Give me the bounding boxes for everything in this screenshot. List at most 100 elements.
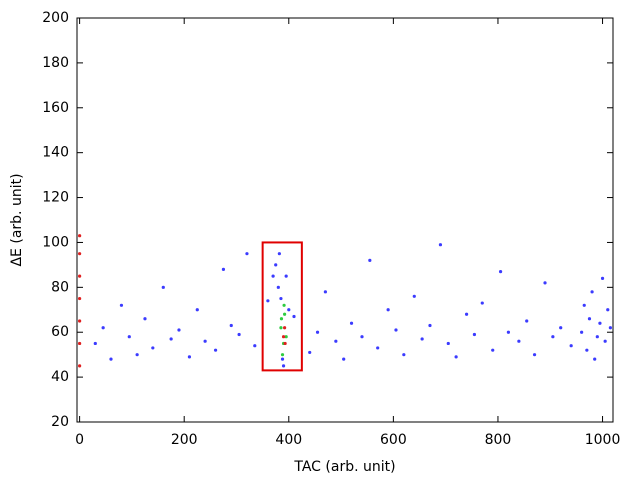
data-point: [177, 328, 181, 332]
x-axis-label: TAC (arb. unit): [293, 459, 395, 475]
data-point: [143, 317, 147, 321]
data-point: [580, 330, 584, 334]
data-point: [386, 308, 390, 312]
data-point: [78, 234, 82, 238]
data-point: [598, 321, 602, 325]
data-point: [292, 314, 296, 319]
data-point: [109, 357, 113, 361]
data-point: [506, 330, 511, 334]
data-point: [323, 290, 327, 294]
data-point: [532, 353, 537, 357]
data-point: [376, 346, 380, 350]
data-point: [237, 332, 241, 337]
data-point: [279, 317, 284, 321]
y-tick-label: 100: [42, 234, 69, 250]
data-point: [280, 353, 285, 357]
data-point: [360, 335, 364, 339]
highlight-region: [261, 241, 303, 372]
data-point: [266, 299, 270, 303]
data-point: [438, 243, 443, 247]
data-point: [283, 341, 287, 346]
data-point: [203, 339, 207, 343]
data-point: [600, 276, 605, 280]
data-point: [119, 303, 124, 307]
data-point: [606, 308, 610, 312]
y-axis-label: ΔE (arb. unit): [9, 173, 25, 266]
data-point: [480, 301, 484, 305]
x-tick-label: 600: [380, 432, 407, 448]
data-point: [93, 341, 97, 346]
data-point: [472, 332, 477, 337]
y-tick-label: 120: [42, 190, 69, 206]
data-point: [279, 326, 283, 330]
x-tick-label: 1000: [585, 432, 621, 448]
data-point: [517, 339, 521, 343]
data-point: [283, 326, 287, 330]
data-point: [78, 364, 82, 368]
data-point: [78, 296, 82, 301]
data-point: [229, 323, 233, 328]
x-tick-label: 200: [171, 432, 198, 448]
data-point: [169, 337, 173, 341]
data-point: [559, 326, 563, 330]
data-point: [253, 344, 257, 348]
plot-frame: [76, 17, 614, 423]
data-point: [78, 274, 82, 278]
y-tick-label: 40: [51, 369, 69, 385]
y-tick-label: 160: [42, 100, 69, 116]
data-point: [282, 303, 286, 307]
data-point: [334, 339, 338, 343]
data-point: [551, 335, 555, 339]
data-point: [101, 326, 105, 330]
y-tick-label: 20: [51, 414, 69, 430]
data-point: [78, 252, 82, 256]
x-tick-label: 0: [75, 432, 84, 448]
data-point: [315, 330, 320, 334]
data-point: [498, 270, 503, 274]
data-point: [135, 353, 139, 357]
data-point: [284, 274, 288, 278]
y-tick-label: 80: [51, 279, 69, 295]
y-tick-label: 200: [42, 10, 69, 26]
data-point: [213, 348, 218, 352]
data-point: [590, 290, 594, 294]
data-point: [277, 252, 281, 256]
data-point: [593, 357, 597, 361]
data-point: [187, 355, 192, 359]
data-point: [608, 326, 612, 330]
data-point: [368, 258, 372, 262]
y-tick-label: 140: [42, 145, 69, 161]
data-point: [342, 357, 346, 361]
data-point: [585, 348, 589, 352]
data-point: [428, 323, 432, 328]
data-point: [464, 312, 469, 316]
x-tick-label: 800: [485, 432, 512, 448]
data-point: [582, 303, 586, 307]
data-point: [543, 281, 547, 285]
x-tick-label: 400: [275, 432, 302, 448]
data-point: [279, 296, 283, 301]
data-point: [284, 335, 288, 339]
data-point: [349, 321, 354, 325]
data-point: [161, 285, 165, 289]
data-point: [569, 344, 573, 348]
data-point: [127, 335, 131, 339]
data-point: [491, 348, 495, 352]
data-point: [274, 263, 278, 267]
data-point: [281, 335, 286, 339]
data-point: [151, 346, 155, 350]
data-point: [245, 252, 249, 256]
data-point: [412, 294, 416, 298]
data-point: [283, 312, 287, 316]
data-point: [454, 355, 458, 359]
y-tick-label: 60: [51, 324, 69, 340]
data-point: [287, 308, 291, 312]
data-point: [195, 308, 199, 312]
data-point: [78, 319, 82, 323]
data-point: [308, 350, 312, 355]
data-point: [281, 364, 286, 368]
data-point: [394, 328, 398, 332]
data-point: [280, 357, 285, 361]
y-tick-label: 180: [42, 55, 69, 71]
